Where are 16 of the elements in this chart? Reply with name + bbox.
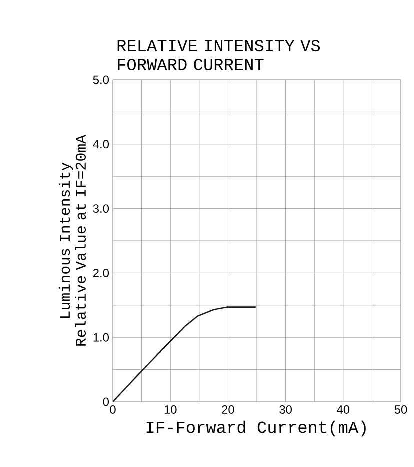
y-tick-label: 5.0 xyxy=(93,76,110,84)
x-tick-label: 20 xyxy=(222,406,234,414)
x-tick-label: 30 xyxy=(280,406,292,414)
y-tick-label: 0 xyxy=(103,398,110,406)
x-tick-label: 40 xyxy=(337,406,350,414)
y-tick-label: 4.0 xyxy=(93,140,110,149)
x-tick-label: 0 xyxy=(110,406,116,414)
y-tick-label: 1.0 xyxy=(94,333,110,342)
y-tick-label: 3.0 xyxy=(93,204,110,214)
x-tick-label: 50 xyxy=(394,406,408,414)
y-tick-label: 2.0 xyxy=(93,268,110,278)
y-axis-title: Luminous Intensity Relative Value at IF=20mA xyxy=(59,134,86,346)
line-series xyxy=(113,306,256,402)
x-axis-title: IF-Forward Current(mA) xyxy=(146,420,366,437)
chart-title: RELATIVE INTENSITY VS FORWARD CURRENT xyxy=(118,40,320,71)
x-tick-label: 10 xyxy=(164,406,177,414)
